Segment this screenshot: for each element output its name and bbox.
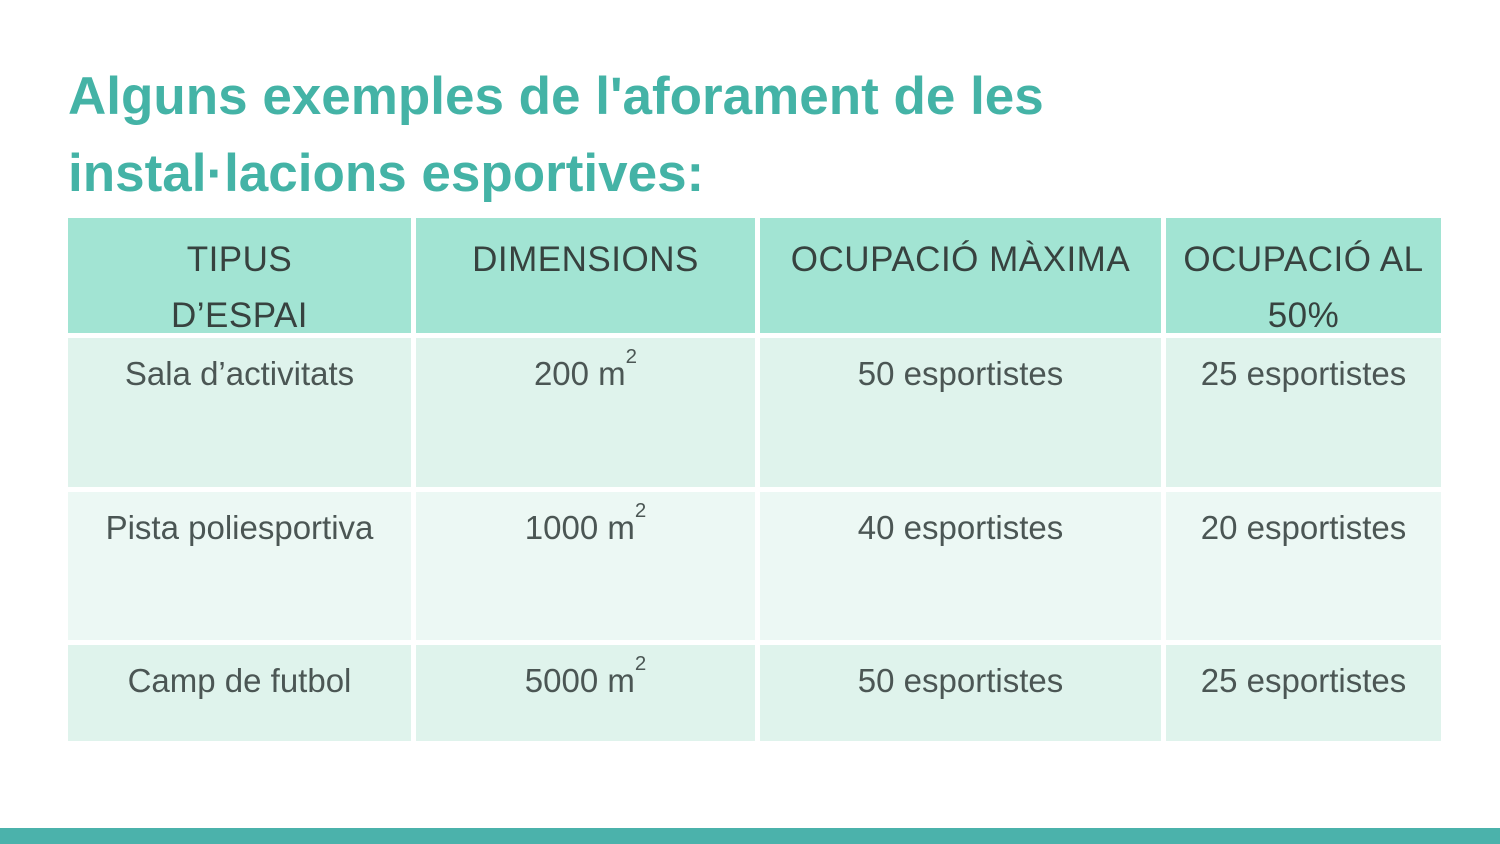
dimension-value: 1000 m2	[524, 500, 646, 550]
page-title: Alguns exemples de l'aforament de les in…	[68, 58, 1044, 212]
occupancy-half-value: 25 esportistes	[1200, 355, 1407, 392]
header-cell-dimensions: DIMENSIONS	[416, 218, 755, 333]
space-label: Camp de futbol	[127, 662, 352, 699]
cell-space: Camp de futbol	[68, 645, 411, 741]
occupancy-half-value: 20 esportistes	[1200, 509, 1407, 546]
header-cell-ocupacio-50: OCUPACIÓ AL 50%	[1166, 218, 1441, 335]
page-title-line-1: Alguns exemples de l'aforament de les	[68, 66, 1044, 126]
header-label: TIPUS D’ESPAI	[170, 240, 309, 335]
header-label: OCUPACIÓ MÀXIMA	[790, 240, 1131, 279]
cell-space: Sala d’activitats	[68, 338, 411, 487]
cell-occupancy-half: 25 esportistes	[1166, 645, 1441, 741]
capacity-table: TIPUS D’ESPAI DIMENSIONS OCUPACIÓ MÀXIMA…	[68, 218, 1441, 741]
header-label: DIMENSIONS	[472, 240, 699, 279]
cell-occupancy-max: 50 esportistes	[760, 645, 1161, 741]
cell-space: Pista poliesportiva	[68, 492, 411, 640]
dimension-base: 1000 m	[524, 509, 635, 546]
footer-accent-bar	[0, 828, 1500, 844]
space-label: Pista poliesportiva	[105, 509, 374, 546]
cell-dimension: 5000 m2	[416, 645, 755, 741]
header-cell-tipus-espai: TIPUS D’ESPAI	[68, 218, 411, 335]
dimension-base: 5000 m	[524, 662, 635, 699]
cell-occupancy-half: 25 esportistes	[1166, 338, 1441, 487]
header-label: OCUPACIÓ AL 50%	[1183, 240, 1424, 335]
space-label: Sala d’activitats	[124, 355, 355, 392]
header-cell-ocupacio-maxima: OCUPACIÓ MÀXIMA	[760, 218, 1161, 333]
dimension-superscript: 2	[634, 498, 647, 522]
dimension-superscript: 2	[625, 344, 638, 368]
dimension-value: 5000 m2	[524, 653, 646, 703]
occupancy-half-value: 25 esportistes	[1200, 662, 1407, 699]
dimension-value: 200 m2	[533, 346, 637, 396]
dimension-superscript: 2	[634, 651, 647, 675]
cell-dimension: 1000 m2	[416, 492, 755, 640]
cell-occupancy-half: 20 esportistes	[1166, 492, 1441, 640]
cell-dimension: 200 m2	[416, 338, 755, 487]
occupancy-max-value: 50 esportistes	[857, 662, 1064, 699]
occupancy-max-value: 40 esportistes	[857, 509, 1064, 546]
page-title-line-2: instal·lacions esportives:	[68, 143, 705, 203]
dimension-base: 200 m	[533, 355, 626, 392]
cell-occupancy-max: 40 esportistes	[760, 492, 1161, 640]
occupancy-max-value: 50 esportistes	[857, 355, 1064, 392]
cell-occupancy-max: 50 esportistes	[760, 338, 1161, 487]
